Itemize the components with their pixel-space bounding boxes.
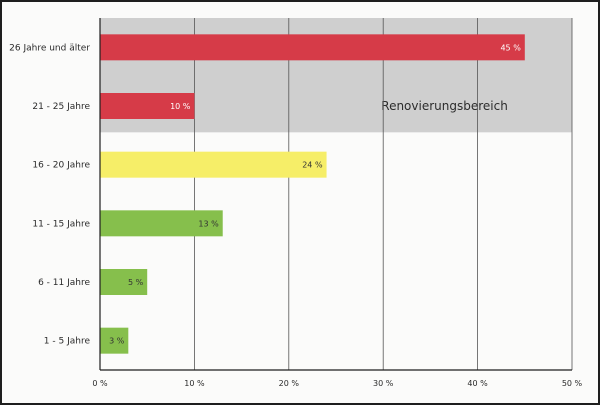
value-label: 13 % <box>198 219 219 228</box>
category-label: 6 - 11 Jahre <box>38 278 90 288</box>
x-tick-label: 40 % <box>467 379 488 388</box>
category-label: 16 - 20 Jahre <box>32 161 90 171</box>
axes <box>99 18 572 371</box>
category-label: 26 Jahre und älter <box>9 43 90 53</box>
x-tick-label: 0 % <box>92 379 108 388</box>
category-label: 1 - 5 Jahre <box>44 337 91 347</box>
value-label: 10 % <box>170 102 191 111</box>
bar <box>100 93 195 119</box>
bar <box>100 151 327 178</box>
bar <box>100 327 129 354</box>
value-label: 45 % <box>500 43 521 52</box>
x-tick-label: 10 % <box>184 379 205 388</box>
value-label: 24 % <box>302 161 323 170</box>
value-label: 5 % <box>128 278 144 287</box>
bar <box>100 269 148 295</box>
value-labels: 45 % 10 % 24 % 13 % 5 % 3 % <box>109 43 521 345</box>
bars <box>100 34 525 354</box>
bar <box>100 34 525 61</box>
bar <box>100 210 223 237</box>
category-label: 21 - 25 Jahre <box>32 102 90 112</box>
value-label: 3 % <box>109 337 125 346</box>
grid-lines <box>99 18 573 370</box>
category-label: 11 - 15 Jahre <box>32 219 90 229</box>
x-tick-label: 30 % <box>373 379 394 388</box>
category-labels: 26 Jahre und älter 21 - 25 Jahre 16 - 20 J… <box>9 43 90 346</box>
x-tick-label: 50 % <box>562 379 583 388</box>
renovation-region-label: Renovierungsbereich <box>381 99 508 113</box>
x-tick-label: 20 % <box>279 379 300 388</box>
x-tick-labels: 0 % 10 % 20 % 30 % 40 % 50 % <box>92 379 582 388</box>
